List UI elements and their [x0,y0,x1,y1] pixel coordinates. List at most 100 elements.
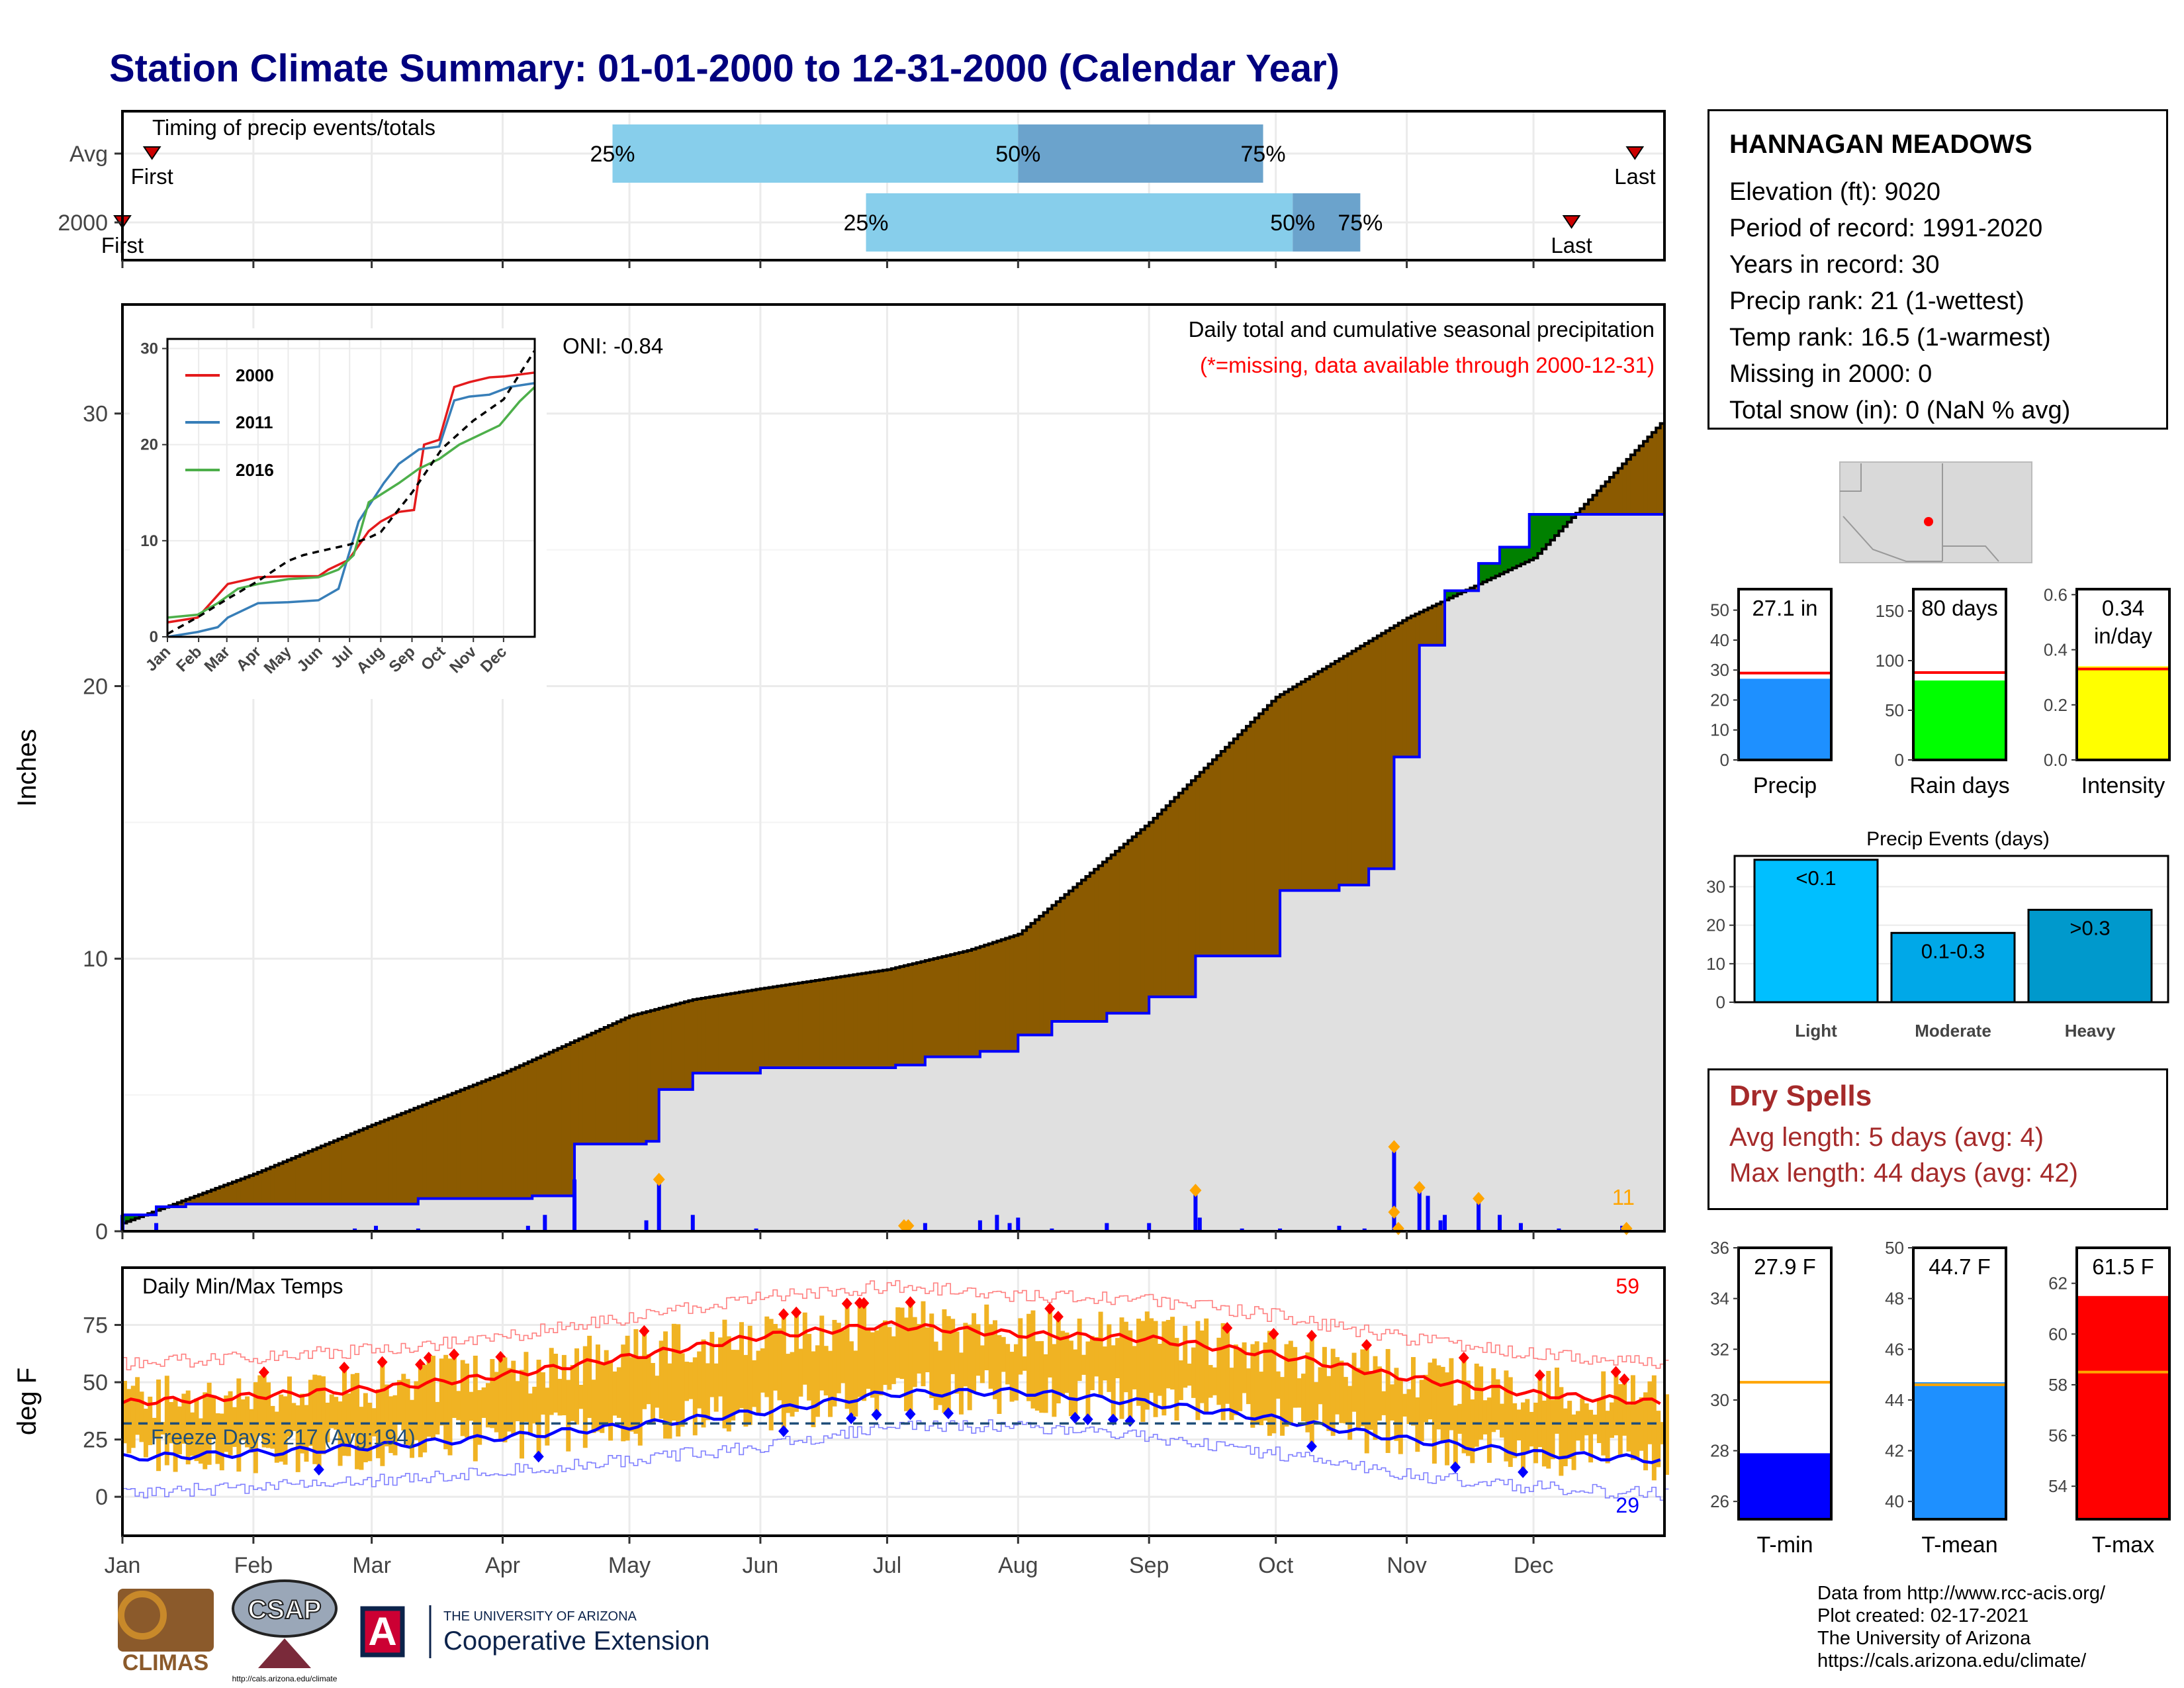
temp-daily-bar [718,1337,723,1397]
precip-deficit-band [228,1183,233,1204]
precip-deficit-band [802,982,807,1068]
timing-last-label: Last [1614,164,1655,189]
temp-daily-bar [1060,1331,1066,1395]
events-bar-label: >0.3 [2070,916,2110,939]
precip-deficit-band [1242,730,1247,957]
precip-deficit-band [1204,768,1209,957]
precip-deficit-band [1592,495,1598,515]
temp-daily-bar [697,1351,702,1409]
precip-surplus-band [1504,547,1509,573]
temp-daily-bar [1630,1375,1635,1460]
temp-daily-bar [308,1380,313,1446]
temp-daily-bar [1297,1378,1302,1408]
temp-daily-bar [582,1346,588,1448]
precip-deficit-band [701,998,706,1074]
temp-daily-bar [1056,1317,1061,1404]
temp-daily-bar [1077,1318,1082,1382]
precip-deficit-band [481,1081,486,1199]
temp-daily-bar [1385,1348,1390,1453]
temp-daily-bar [1165,1319,1171,1389]
precip-heavy-marker [1413,1181,1426,1195]
temp-daily-bar [743,1354,749,1427]
precip-deficit-band [811,981,816,1068]
precip-surplus-band [1537,514,1543,554]
station-missing: Missing in 2000: 0 [1729,360,1933,388]
temp-record-high-marker [377,1356,388,1368]
precip-daily-bar [644,1220,649,1231]
temp-daily-bar [625,1335,630,1441]
precip-deficit-band [1369,641,1374,869]
climas-logo-ring [118,1591,167,1640]
precip-deficit-band [1297,684,1302,891]
temps-ytick-label: 25 [83,1428,108,1453]
precip-daily-bar [416,1228,420,1231]
temp-daily-bar [1512,1403,1518,1458]
precip-deficit-band [304,1152,309,1204]
precip-ytick-label: 10 [83,947,108,972]
temp-daily-bar [396,1380,402,1424]
events-category-label: Heavy [2065,1021,2116,1041]
timing-first-label: First [131,164,173,189]
precip-deficit-band [359,1130,364,1204]
temp-daily-bar [1410,1357,1416,1426]
temp-daily-bar [616,1367,621,1418]
precip-deficit-band [490,1078,495,1199]
precip-surplus-band [1449,590,1454,598]
precip-deficit-band [1140,829,1146,1013]
precip-deficit-band [1314,674,1319,891]
temp-daily-bar [502,1357,508,1442]
temp-daily-bar [287,1376,292,1437]
station-elevation: Elevation (ft): 9020 [1729,178,1940,206]
precip-deficit-band [316,1147,322,1204]
temp-daily-bar [976,1324,981,1376]
timing-title: Timing of precip events/totals [152,115,435,140]
temp-daily-bar [148,1396,153,1446]
footer-line-source: Data from http://www.rcc-acis.org/ [1817,1583,2106,1604]
temp-daily-bar [355,1373,360,1470]
month-tick-label: May [608,1553,651,1578]
temp-daily-bar [1580,1398,1585,1451]
temp-daily-bar [1102,1346,1107,1381]
temp-record-low-marker [778,1425,790,1437]
temp-daily-bar [912,1317,917,1387]
precip-deficit-band [1402,620,1408,757]
precip-actual-area [122,492,1664,1231]
precip-deficit-band [866,972,871,1068]
temp-daily-bar [574,1348,580,1425]
precip-deficit-band [1390,628,1395,869]
precip-deficit-band [215,1188,220,1204]
precip-deficit-band [1009,937,1015,1052]
precip-deficit-band [1660,423,1665,515]
precip-deficit-band [1157,814,1163,997]
precip-daily-bar [1105,1223,1109,1231]
temp-record-low-marker [871,1409,882,1421]
temp-daily-bar [997,1335,1002,1414]
precip-event-count: 11 [1612,1185,1635,1209]
precip-deficit-band [1123,844,1129,1013]
temp-record-high-marker [639,1325,650,1337]
temp-daily-bar [549,1348,554,1415]
temp-daily-bar [371,1408,377,1436]
precip-deficit-band [561,1046,567,1196]
temp-daily-bar [1052,1344,1057,1417]
precip-deficit-band [578,1039,584,1145]
temp-daily-bar [878,1325,884,1396]
month-tick-label: Aug [998,1553,1038,1578]
precip-deficit-band [206,1191,212,1204]
precip-deficit-band [972,949,977,1057]
csap-logo-cloud [232,1579,338,1638]
precip-surplus-band [1500,547,1505,575]
temp-daily-bar [392,1395,398,1456]
precip-deficit-band [781,985,787,1068]
precip-deficit-band [903,965,909,1065]
temp-daily-bar [1170,1317,1175,1390]
precip-deficit-band [312,1149,318,1204]
precip-surplus-band [1457,590,1463,594]
precip-deficit-band [1161,810,1167,997]
temps-title: Daily Min/Max Temps [142,1274,343,1298]
temp-daily-bar [1651,1375,1657,1481]
precip-deficit-band [1643,441,1649,515]
temp-daily-bar [688,1362,694,1399]
precip-daily-bar [572,1179,577,1231]
precip-deficit-band [798,982,803,1068]
